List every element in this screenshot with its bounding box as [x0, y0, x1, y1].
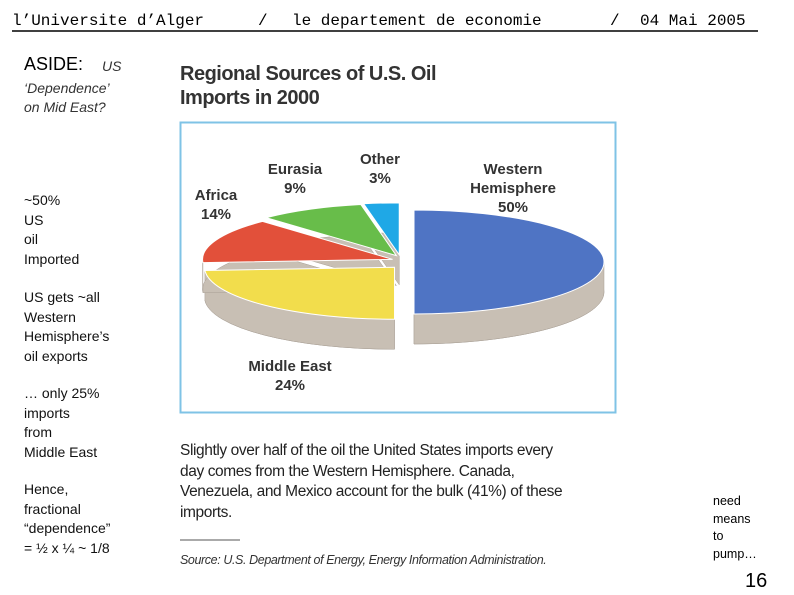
slice-value-label: 50% [497, 199, 529, 216]
note-line: means [713, 511, 751, 526]
caption-line: Venezuela, and Mexico account for the bu… [180, 483, 563, 500]
caption-line: day comes from the Western Hemisphere. C… [180, 462, 515, 480]
slice-category: Middle East [248, 358, 332, 375]
header-date: 04 Mai 2005 [640, 12, 746, 30]
note: need means to pump… [713, 493, 757, 563]
slice [264, 203, 398, 257]
aside-line: Western [24, 308, 76, 325]
aside-point: Hence, fractional “dependence” = ½ x ¼ ~ 1/… [24, 480, 110, 558]
chart-frame [179, 121, 617, 414]
slice-label: Middle East 24% [228, 357, 352, 395]
caption-line: Slightly over half of the oil the United… [180, 442, 553, 459]
note-line: to [713, 529, 724, 543]
aside-point: … only 25% imports from Middle East [24, 384, 99, 462]
slice-value-label: 9% [284, 180, 306, 197]
slice [413, 209, 605, 315]
header-sep: / [610, 12, 620, 30]
aside-label: ASIDE: [24, 54, 84, 74]
aside-line: ~50% [24, 192, 61, 208]
aside-line: … only 25% [24, 385, 100, 401]
aside-line: Hemisphere’s [24, 328, 110, 344]
chart-title: Regional Sources of U.S. Oil Imports in … [180, 63, 437, 109]
slice-label: Western Hemisphere 50% [463, 160, 563, 217]
aside-line: Hence, [24, 481, 69, 497]
aside-line: oil exports [24, 347, 88, 364]
slice-value-label: 14% [200, 206, 232, 223]
slice-category: Eurasia [267, 161, 323, 178]
aside-question-line: on Mid East? [24, 99, 106, 115]
aside-line: US gets ~all [24, 289, 100, 305]
source: Source: U.S. Department of Energy, Energ… [180, 553, 547, 567]
note-line: need [713, 494, 741, 508]
aside-line: = ½ x ¼ ~ 1/8 [24, 539, 110, 556]
aside-question-line: US [102, 58, 122, 74]
aside-line: imports [24, 404, 70, 421]
aside-point: US gets ~all Western Hemisphere’s oil expor… [24, 288, 109, 366]
slice-value-label: 3% [369, 170, 391, 187]
slice-category: Africa [194, 187, 238, 204]
slice [204, 266, 396, 320]
aside-line: fractional [24, 500, 81, 517]
aside-line: Imported [24, 250, 80, 267]
caption: Slightly over half of the oil the United… [180, 441, 563, 523]
note-line: pump… [713, 546, 757, 561]
header-dept: le departement de economie [292, 12, 542, 30]
caption-line: imports. [180, 503, 232, 521]
slice-label: Eurasia 9% [250, 160, 340, 198]
aside-line: “dependence” [24, 520, 111, 536]
slice [202, 220, 393, 264]
slice-label: Other 3% [345, 150, 415, 188]
aside-line: from [24, 424, 52, 440]
header-school: l’Universite d’Alger [12, 12, 205, 30]
aside-line: Middle East [24, 443, 98, 460]
slice-value-label: 24% [274, 377, 306, 394]
aside-question-line: ‘Dependence’ [24, 79, 110, 96]
slice [362, 202, 400, 257]
aside-line: oil [24, 231, 39, 247]
slice-category: Other [359, 151, 400, 168]
page-number: 16 [745, 570, 768, 592]
header-sep: / [258, 12, 268, 30]
slice-category: Western Hemisphere [470, 161, 556, 197]
aside-point: ~50% US oil Imported [24, 191, 79, 269]
aside-line: US [24, 211, 44, 228]
slice-label: Africa 14% [176, 186, 256, 224]
